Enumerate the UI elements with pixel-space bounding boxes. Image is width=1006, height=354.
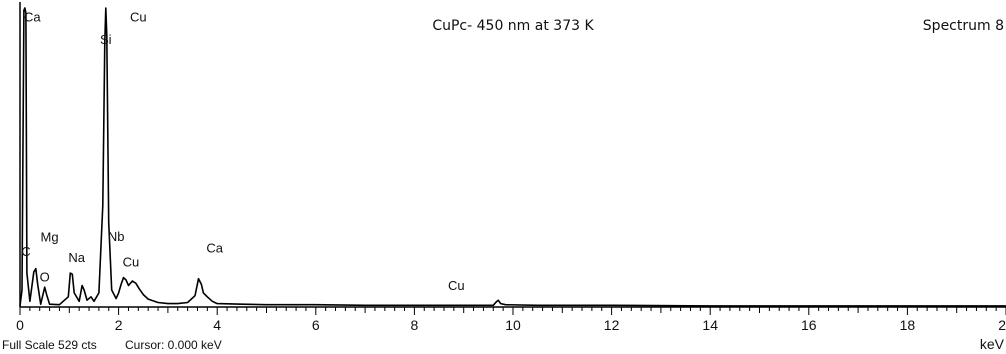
- x-tick-label: 18: [900, 317, 916, 333]
- x-ticks: 0 2 4 6 8 10 12 14 16 18 20: [16, 307, 1006, 333]
- chart-title: CuPc- 450 nm at 373 K: [432, 18, 594, 34]
- spectrum-label: Spectrum 8: [923, 18, 1004, 34]
- x-tick-label: 8: [411, 317, 419, 333]
- peak-label: Cu: [130, 10, 147, 25]
- peak-label: Cu: [123, 254, 140, 269]
- peak-label: Nb: [108, 229, 125, 244]
- x-tick-label: 14: [702, 317, 718, 333]
- x-tick-label: 20: [998, 317, 1006, 333]
- x-tick-label: 4: [213, 317, 221, 333]
- x-tick-label: 2: [115, 317, 123, 333]
- peak-label: Mg: [41, 229, 59, 244]
- series-layer: [19, 7, 1006, 307]
- x-tick-label: 6: [312, 317, 320, 333]
- x-tick-label: 12: [604, 317, 620, 333]
- x-tick-label: 16: [801, 317, 817, 333]
- spectrum-line: [19, 7, 1006, 307]
- peak-label: Na: [68, 250, 85, 265]
- cursor-readout: Cursor: 0.000 keV: [125, 338, 222, 352]
- peak-label: O: [40, 270, 50, 285]
- full-scale-readout: Full Scale 529 cts: [2, 338, 97, 352]
- peak-label: Ca: [24, 10, 41, 25]
- x-axis-label: keV: [980, 336, 1005, 352]
- x-tick-label: 0: [16, 317, 24, 333]
- chart-axes: [19, 2, 1006, 308]
- peak-label: C: [21, 244, 30, 259]
- peak-annotations: Ca Cu Si Mg C Na O Nb Cu Ca Cu: [21, 10, 464, 293]
- peak-label: Cu: [448, 278, 465, 293]
- peak-label: Ca: [206, 241, 223, 256]
- peak-label: Si: [100, 32, 112, 47]
- x-tick-label: 10: [505, 317, 521, 333]
